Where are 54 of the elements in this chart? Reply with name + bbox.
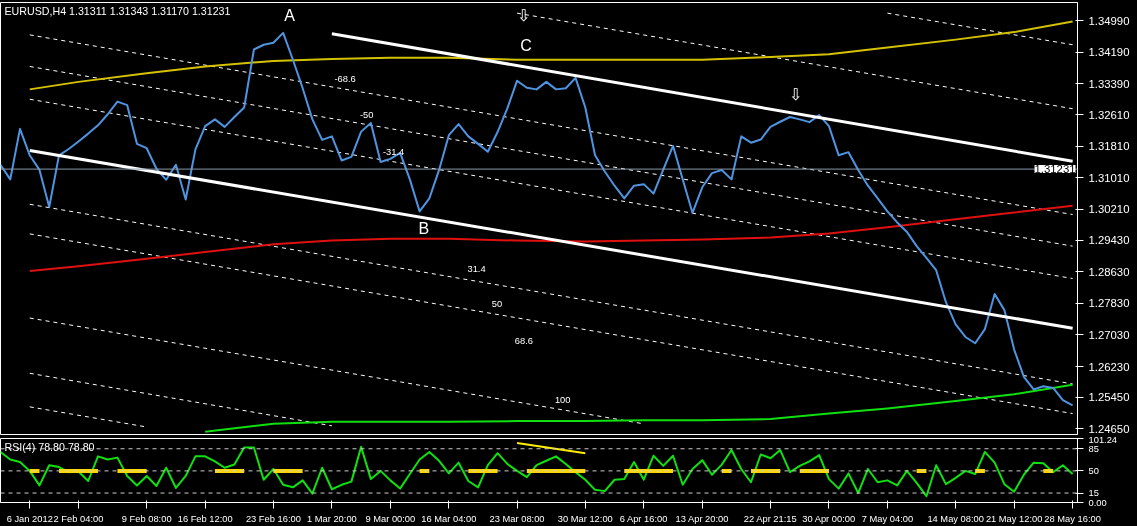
y-tick-label: 1.34990 [1088,14,1130,27]
y-tick-label: 1.27830 [1088,297,1130,310]
y-tick-label: 1.34190 [1088,46,1130,59]
annotation: -68.6 [334,73,356,84]
annotation: C [520,37,532,55]
x-tick-label: 7 May 04:00 [861,513,914,524]
y-tick-label: 1.25450 [1088,391,1130,404]
x-tick-label: 16 Feb 12:00 [177,513,233,524]
x-tick-label: 14 May 08:00 [927,513,984,524]
annotation: -50 [359,110,374,121]
y-tick-label: 1.33390 [1088,77,1130,90]
line-series [0,31,1074,407]
y-tick-label: 50 [1088,465,1099,476]
ref-line-label: 1.31231 [1034,163,1076,176]
y-tick-label: 15 [1088,488,1099,499]
annotation: 100 [554,394,571,405]
x-tick-label: 9 Feb 08:00 [121,513,172,524]
y-tick-label: 1.26230 [1088,360,1130,373]
y-tick-label: 1.29430 [1088,234,1130,247]
x-tick-label: 30 Apr 00:00 [802,513,856,524]
chart-title: RSI(4) 78.80 78.80 [4,440,95,453]
annotation: ⇩ [517,6,531,24]
x-tick-label: 21 May 12:00 [985,513,1043,524]
annotation: -31.4 [382,146,405,157]
line-series [0,445,1074,498]
x-tick-label: 23 Mar 08:00 [489,513,545,524]
y-tick-label: 85 [1088,443,1099,454]
x-tick-label: 23 Feb 16:00 [245,513,301,524]
x-tick-label: 2 Feb 04:00 [53,513,104,524]
x-tick-label: 1 Mar 20:00 [307,513,357,524]
x-tick-label: 13 Apr 20:00 [675,513,729,524]
y-tick-label: 1.31010 [1088,171,1130,184]
y-tick-label: 1.27030 [1088,328,1130,341]
y-tick-label: 1.31810 [1088,140,1130,153]
annotation: ⇩ [788,85,802,103]
y-tick-label: 0.00 [1088,497,1107,508]
annotation: A [284,6,296,24]
x-tick-label: 6 Jan 2012 [6,513,53,524]
y-tick-label: 1.32610 [1088,108,1130,121]
annotation: 68.6 [514,335,533,346]
y-tick-label: 1.24650 [1088,422,1130,435]
x-tick-label: 6 Apr 16:00 [619,513,668,524]
annotation: B [418,219,430,237]
x-tick-label: 22 Apr 21:15 [743,513,797,524]
y-tick-label: 101.24 [1088,434,1118,445]
chart-title: EURUSD,H4 1.31311 1.31343 1.31170 1.31231 [4,4,231,17]
y-tick-label: 1.28630 [1088,265,1130,278]
x-tick-label: 9 Mar 00:00 [365,513,416,524]
x-tick-label: 30 Mar 12:00 [557,513,613,524]
x-tick-label: 28 May 16:00 [1044,513,1101,524]
annotation: 50 [491,299,503,310]
annotation: 31.4 [467,264,486,275]
y-tick-label: 1.30210 [1088,203,1130,216]
x-tick-label: 16 Mar 04:00 [421,513,477,524]
